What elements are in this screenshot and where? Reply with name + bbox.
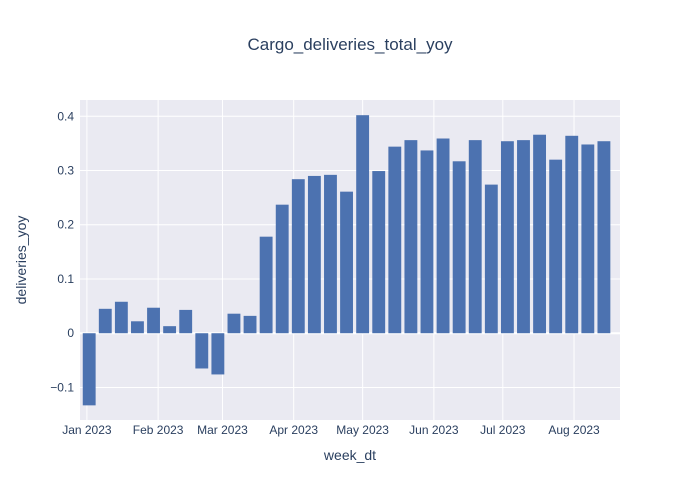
bar	[404, 140, 418, 334]
bar	[597, 141, 611, 334]
x-axis-title: week_dt	[323, 447, 376, 463]
bar	[500, 141, 514, 334]
bar	[275, 204, 289, 334]
bar	[98, 308, 112, 334]
bar	[163, 326, 177, 334]
bar	[147, 307, 160, 334]
bars	[82, 115, 611, 406]
bar	[565, 135, 579, 334]
bar	[517, 140, 530, 334]
y-tick-label: 0.2	[57, 218, 74, 232]
bar	[436, 138, 450, 334]
bar	[549, 159, 563, 334]
y-tick-label: 0	[67, 326, 74, 340]
bar	[452, 161, 466, 334]
x-tick-label: Mar 2023	[197, 423, 248, 437]
bar	[420, 150, 434, 334]
y-tick-label: 0.4	[57, 109, 74, 123]
bar	[195, 333, 209, 369]
bar	[340, 191, 353, 334]
bar	[356, 115, 370, 334]
x-tick-label: Feb 2023	[133, 423, 184, 437]
bar	[388, 146, 402, 334]
x-tick-label: Apr 2023	[269, 423, 318, 437]
bar	[307, 175, 321, 334]
bar	[372, 171, 386, 334]
bar	[291, 179, 305, 334]
x-tick-label: Jan 2023	[62, 423, 112, 437]
y-tick-label: 0.3	[57, 164, 74, 178]
chart-title: Cargo_deliveries_total_yoy	[247, 35, 453, 54]
bar	[211, 333, 225, 375]
bar	[484, 184, 498, 334]
y-tick-labels: −0.1 0 0.1 0.2 0.3 0.4	[50, 109, 74, 394]
bar	[227, 313, 241, 334]
bar	[179, 309, 193, 334]
x-tick-label: Jul 2023	[480, 423, 526, 437]
x-tick-label: Aug 2023	[548, 423, 600, 437]
bar	[114, 301, 128, 334]
x-tick-labels: Jan 2023 Feb 2023 Mar 2023 Apr 2023 May 2023…	[62, 423, 600, 437]
bar	[324, 174, 337, 334]
bar	[259, 236, 273, 334]
y-tick-label: −0.1	[50, 380, 74, 394]
y-tick-label: 0.1	[57, 272, 74, 286]
bar	[533, 134, 547, 334]
x-tick-label: May 2023	[336, 423, 389, 437]
x-tick-label: Jun 2023	[409, 423, 459, 437]
bar	[243, 315, 257, 334]
bar	[82, 333, 96, 406]
bar	[131, 321, 144, 334]
bar	[468, 140, 482, 334]
bar	[581, 144, 595, 334]
y-axis-title: deliveries_yoy	[13, 216, 29, 305]
